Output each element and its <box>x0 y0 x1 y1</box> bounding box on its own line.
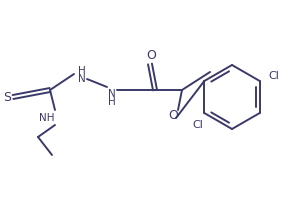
Text: NH: NH <box>39 113 55 123</box>
Text: Cl: Cl <box>268 71 279 81</box>
Text: N: N <box>108 89 116 99</box>
Text: Cl: Cl <box>193 120 204 130</box>
Text: O: O <box>168 109 178 122</box>
Text: O: O <box>146 48 156 61</box>
Text: H: H <box>108 97 116 107</box>
Text: S: S <box>3 90 11 103</box>
Text: H: H <box>78 66 86 76</box>
Text: N: N <box>78 74 86 84</box>
